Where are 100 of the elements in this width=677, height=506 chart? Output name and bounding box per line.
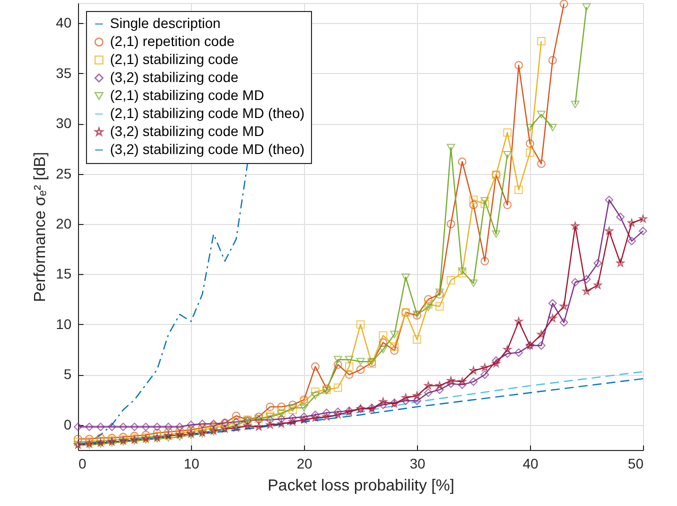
point xyxy=(492,230,500,238)
legend-label: (3,2) stabilizing code MD xyxy=(110,123,264,139)
point xyxy=(537,36,546,46)
point xyxy=(560,0,568,8)
y-tick-label: 40 xyxy=(56,14,72,31)
point xyxy=(378,400,388,410)
point xyxy=(254,422,263,430)
point xyxy=(356,365,365,374)
point xyxy=(458,267,466,275)
point xyxy=(322,412,331,420)
legend-label: (2,1) stabilizing code MD xyxy=(110,87,264,103)
point xyxy=(435,290,444,299)
point xyxy=(458,158,466,166)
point xyxy=(503,345,512,354)
point xyxy=(492,359,500,368)
point xyxy=(232,421,240,429)
point xyxy=(288,400,297,409)
point xyxy=(142,422,150,432)
point xyxy=(277,414,286,424)
legend-label: Single description xyxy=(110,15,221,31)
point xyxy=(570,278,580,286)
x-tick-label: 40 xyxy=(522,456,538,472)
point xyxy=(628,218,636,226)
point xyxy=(446,276,456,284)
point xyxy=(503,150,512,158)
point xyxy=(424,304,433,312)
legend-label: (3,2) stabilizing code xyxy=(110,69,239,85)
point xyxy=(311,414,320,422)
point xyxy=(175,433,184,441)
point xyxy=(288,418,297,426)
point xyxy=(164,428,173,436)
point xyxy=(344,356,354,364)
point xyxy=(311,392,320,400)
point xyxy=(96,422,105,432)
point xyxy=(334,360,342,369)
point xyxy=(266,420,274,428)
point xyxy=(378,346,388,354)
point xyxy=(412,396,422,405)
point xyxy=(503,349,512,358)
point xyxy=(118,422,128,432)
point xyxy=(503,200,512,210)
y-tick-label: 15 xyxy=(56,266,72,282)
point xyxy=(446,144,456,152)
y-tick-label: 30 xyxy=(56,115,72,132)
point xyxy=(537,110,546,118)
point xyxy=(402,394,410,402)
legend-label: (2,1) stabilizing code xyxy=(110,51,239,67)
point xyxy=(548,299,557,308)
legend-label: (2,1) stabilizing code MD (theo) xyxy=(110,105,305,121)
point xyxy=(560,318,568,327)
point xyxy=(311,410,320,420)
x-tick-label: 10 xyxy=(184,456,200,472)
point xyxy=(266,416,274,424)
point xyxy=(458,377,466,386)
point xyxy=(322,408,331,418)
point xyxy=(548,124,557,132)
point xyxy=(469,200,478,210)
point xyxy=(446,220,456,228)
point xyxy=(548,56,557,64)
point xyxy=(74,422,82,432)
point xyxy=(175,422,184,432)
point xyxy=(243,422,252,430)
point xyxy=(469,196,478,204)
point xyxy=(74,438,82,446)
point xyxy=(356,358,365,366)
point xyxy=(480,256,490,266)
point xyxy=(186,420,196,430)
y-tick-label: 10 xyxy=(56,316,72,332)
x-tick-label: 30 xyxy=(410,456,426,472)
point xyxy=(435,386,444,394)
y-axis-title: Performance σₑ² [dB] xyxy=(32,152,49,302)
point xyxy=(514,317,523,325)
point xyxy=(436,382,444,390)
point xyxy=(594,258,602,268)
point xyxy=(638,214,648,222)
point xyxy=(537,330,546,338)
y-tick-label: 25 xyxy=(56,165,72,182)
point xyxy=(311,388,320,396)
point xyxy=(96,434,105,442)
x-tick-label: 20 xyxy=(296,456,312,472)
point xyxy=(288,414,297,422)
point xyxy=(311,362,320,371)
point xyxy=(424,295,433,304)
point xyxy=(571,222,580,230)
point xyxy=(164,422,173,432)
point xyxy=(526,139,534,148)
point xyxy=(300,416,308,424)
point xyxy=(560,302,568,310)
point xyxy=(152,422,162,432)
point xyxy=(232,424,240,432)
point xyxy=(334,384,342,392)
point xyxy=(300,404,308,412)
point xyxy=(616,212,625,222)
point xyxy=(594,281,602,289)
point xyxy=(469,280,478,287)
point xyxy=(604,196,614,204)
point xyxy=(334,356,342,364)
point xyxy=(378,331,388,340)
point xyxy=(232,412,240,420)
point xyxy=(616,258,624,267)
